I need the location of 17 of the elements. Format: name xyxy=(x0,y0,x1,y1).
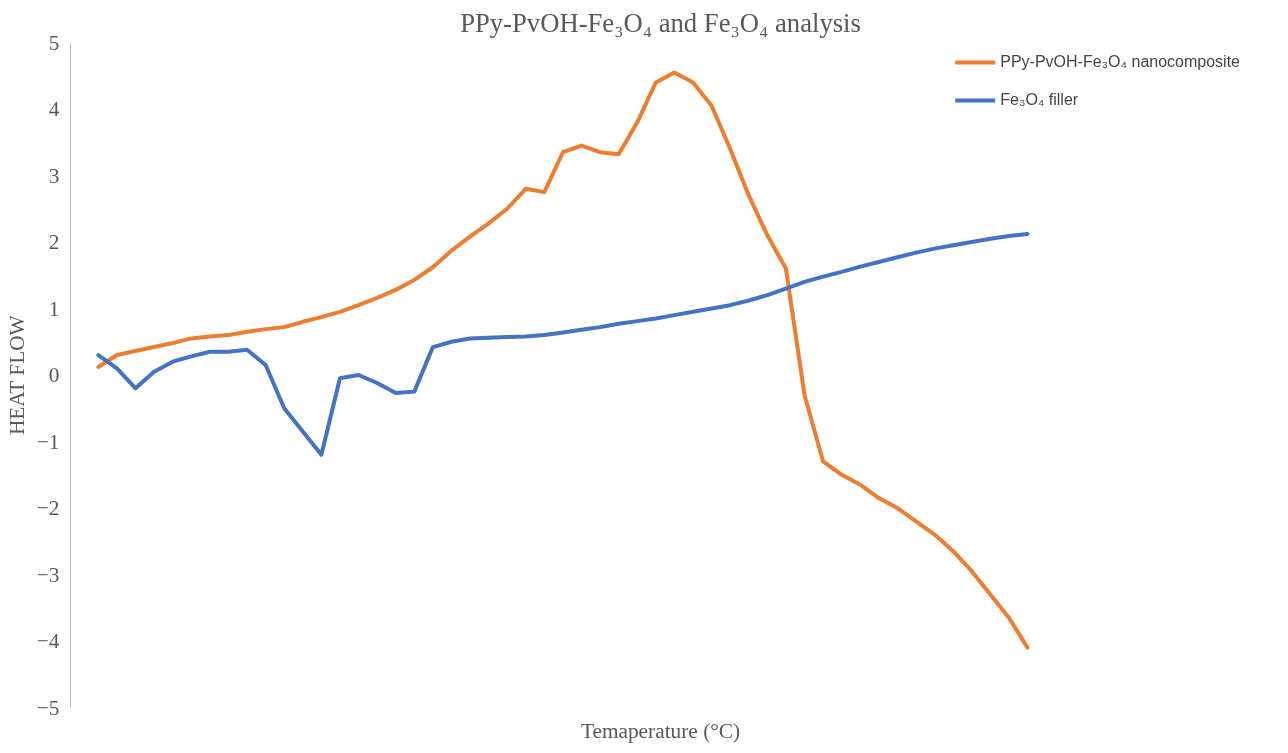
y-tick-label: 5 xyxy=(48,30,60,55)
line-series xyxy=(96,232,1030,457)
y-tick-label: 1 xyxy=(48,296,60,321)
x-axis-title: Temaperature (°C) xyxy=(580,718,741,743)
y-tick-label: −4 xyxy=(36,629,60,653)
y-tick-label: 4 xyxy=(48,97,60,121)
chart-title: PPy-PvOH-Fe₃O₄ and Fe₃O₄ analysis xyxy=(460,7,861,38)
legend-label: PPy-PvOH-Fe₃O₄ nanocomposite xyxy=(1000,53,1240,71)
y-tick-label: −3 xyxy=(36,562,60,587)
y-tick-label: −2 xyxy=(36,496,60,520)
y-tick-label: −1 xyxy=(36,429,60,454)
y-tick-label: 3 xyxy=(48,163,60,188)
legend-label: Fe₃O₄ filler xyxy=(1000,91,1079,109)
y-tick-label: 2 xyxy=(48,230,60,254)
y-tick-label: −5 xyxy=(36,695,60,720)
y-tick-label: 0 xyxy=(48,363,60,387)
y-axis-title: HEAT FLOW xyxy=(4,314,29,436)
